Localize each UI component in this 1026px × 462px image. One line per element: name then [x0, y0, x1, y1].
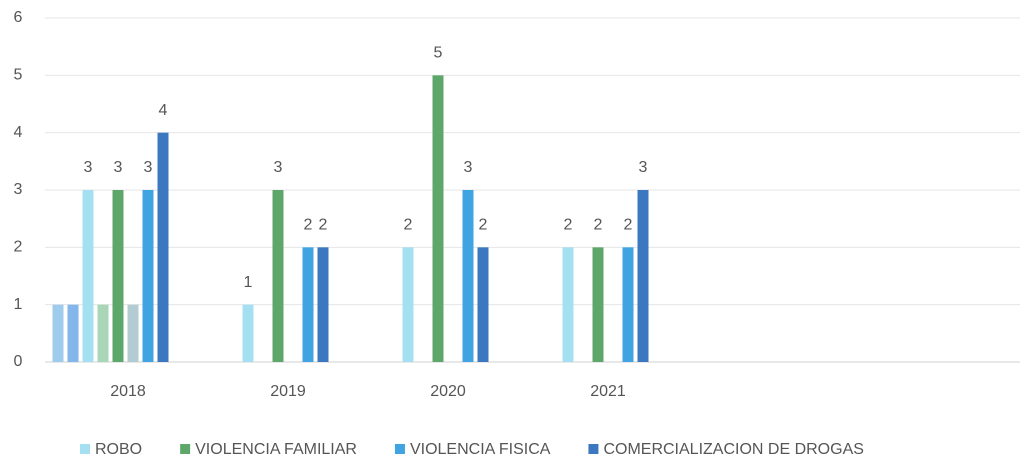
data-label: 3 — [464, 159, 473, 176]
bar — [402, 247, 414, 362]
bar — [622, 247, 634, 362]
legend-label: VIOLENCIA FISICA — [410, 441, 551, 458]
data-label: 2 — [319, 217, 328, 234]
data-label: 3 — [144, 159, 153, 176]
bar — [52, 304, 64, 362]
x-tick-label: 2020 — [430, 383, 466, 400]
data-label: 3 — [274, 159, 283, 176]
data-label: 3 — [639, 159, 648, 176]
data-label: 2 — [404, 217, 413, 234]
y-tick-label: 0 — [14, 353, 23, 370]
bar — [112, 190, 124, 362]
bar — [432, 75, 444, 362]
data-label: 3 — [84, 159, 93, 176]
y-tick-label: 3 — [14, 181, 23, 198]
x-tick-label: 2019 — [270, 383, 306, 400]
bar — [592, 247, 604, 362]
data-label: 3 — [114, 159, 123, 176]
legend-swatch — [180, 444, 191, 454]
bar — [637, 190, 649, 362]
bar — [477, 247, 489, 362]
legend-swatch — [80, 444, 90, 454]
data-label: 5 — [434, 45, 443, 62]
bar — [302, 247, 314, 362]
legend-label: VIOLENCIA FAMILIAR — [195, 441, 357, 458]
data-label: 2 — [624, 217, 633, 234]
bar — [82, 190, 94, 362]
bar — [317, 247, 329, 362]
bar — [462, 190, 474, 362]
bar — [242, 304, 254, 362]
legend-label: COMERCIALIZACION DE DROGAS — [603, 441, 863, 458]
y-tick-label: 2 — [14, 239, 23, 256]
data-label: 2 — [564, 217, 573, 234]
y-tick-label: 5 — [14, 67, 23, 84]
data-label: 4 — [159, 102, 168, 119]
bar — [562, 247, 574, 362]
legend-label: ROBO — [95, 441, 142, 458]
legend-swatch — [588, 444, 599, 454]
x-tick-label: 2018 — [110, 383, 146, 400]
bar — [97, 304, 109, 362]
bar — [67, 304, 79, 362]
legend-swatch — [394, 444, 405, 454]
bar — [272, 190, 284, 362]
data-label: 2 — [594, 217, 603, 234]
data-label: 1 — [244, 274, 253, 291]
bar — [142, 190, 154, 362]
y-tick-label: 1 — [14, 296, 23, 313]
bar — [157, 132, 169, 362]
y-tick-label: 6 — [14, 9, 23, 26]
y-tick-label: 4 — [14, 124, 23, 141]
x-tick-label: 2021 — [590, 383, 626, 400]
data-label: 2 — [479, 217, 488, 234]
data-label: 2 — [304, 217, 313, 234]
bar — [127, 304, 139, 362]
